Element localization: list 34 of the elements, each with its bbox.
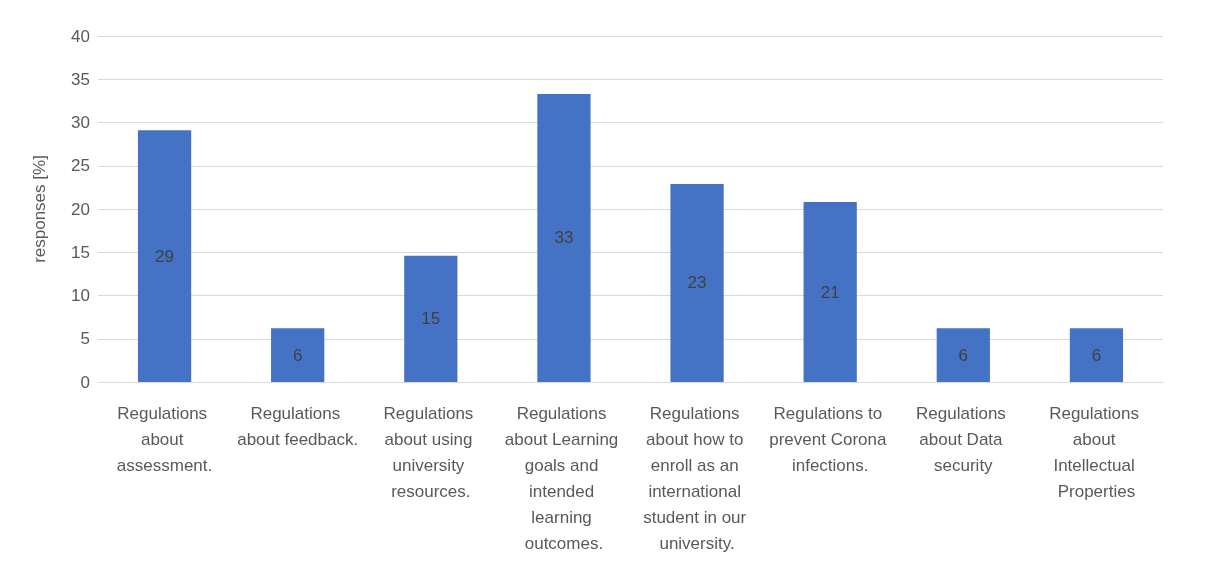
y-tick-label: 40	[71, 26, 90, 46]
data-label: 15	[421, 309, 441, 329]
x-tick-label: Regulations about using university resources.	[383, 403, 479, 501]
x-tick-label: Regulations to prevent Corona infections.	[769, 403, 892, 475]
y-tick-label: 5	[80, 329, 90, 349]
data-label: 23	[687, 273, 707, 293]
bar	[271, 328, 325, 382]
y-tick-label: 35	[71, 69, 90, 89]
y-tick-label: 25	[71, 156, 90, 176]
y-tick-label: 15	[71, 242, 90, 262]
data-label: 6	[958, 345, 969, 365]
bar	[537, 93, 591, 382]
data-label: 6	[1091, 345, 1102, 365]
y-tick-label: 10	[71, 286, 90, 305]
data-label: 29	[155, 246, 175, 266]
data-label: 21	[820, 282, 840, 302]
x-tick-label: Regulations about Learning goals and intended learning outcomes.	[504, 403, 624, 553]
bar	[1069, 328, 1124, 382]
x-tick-label: Regulations about Intellectual Properties	[1049, 403, 1144, 501]
data-label: 33	[554, 228, 574, 248]
bar	[404, 255, 458, 382]
bar	[803, 202, 857, 382]
x-tick-label: Regulations about how to enroll as an international student in our university.	[643, 403, 751, 553]
data-label: 6	[292, 345, 303, 365]
x-tick-label: Regulations about Data security	[916, 403, 1011, 475]
bar	[670, 183, 724, 382]
x-tick-label: Regulations about feedback.	[237, 403, 359, 449]
bar	[137, 130, 192, 382]
y-tick-label: 0	[80, 372, 90, 392]
bar	[936, 328, 990, 382]
x-tick-label: Regulations about assessment.	[116, 403, 213, 475]
y-tick-label: 30	[71, 113, 90, 132]
y-tick-label: 20	[71, 199, 90, 219]
y-axis-title: responses [%]	[30, 155, 49, 263]
